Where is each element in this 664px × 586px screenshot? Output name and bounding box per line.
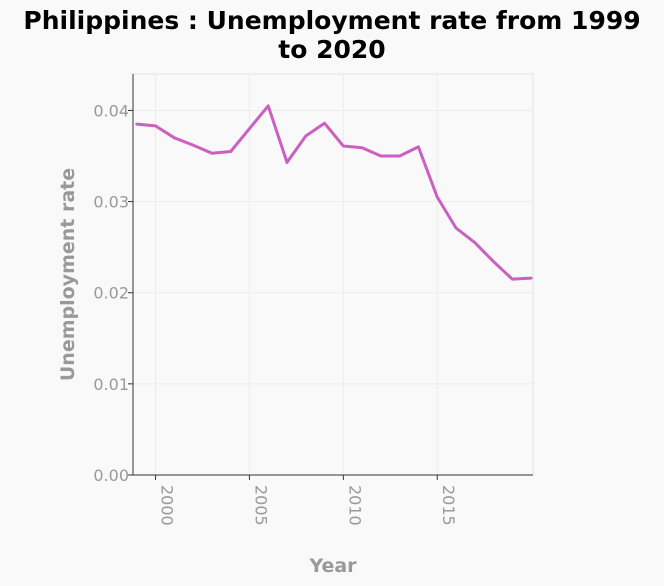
x-tick-label: 2015	[439, 485, 458, 526]
chart-title-line-1: Philippines : Unemployment rate from 199…	[23, 6, 641, 35]
y-tick-label: 0.01	[93, 375, 129, 394]
y-tick-label: 0.04	[93, 101, 129, 120]
x-tick-label: 2000	[158, 485, 177, 526]
x-axis-title: Year	[308, 555, 357, 577]
y-tick-label: 0.03	[93, 193, 129, 212]
chart-title: Philippines : Unemployment rate from 199…	[0, 6, 664, 64]
plot-area	[132, 73, 534, 476]
y-tick-label: 0.00	[93, 466, 129, 485]
y-axis-title: Unemployment rate	[57, 168, 79, 381]
x-tick-label: 2010	[345, 485, 364, 526]
chart-title-line-2: to 2020	[278, 35, 386, 64]
y-tick-label: 0.02	[93, 284, 129, 303]
x-tick-label: 2005	[251, 485, 270, 526]
series-line	[135, 104, 533, 281]
